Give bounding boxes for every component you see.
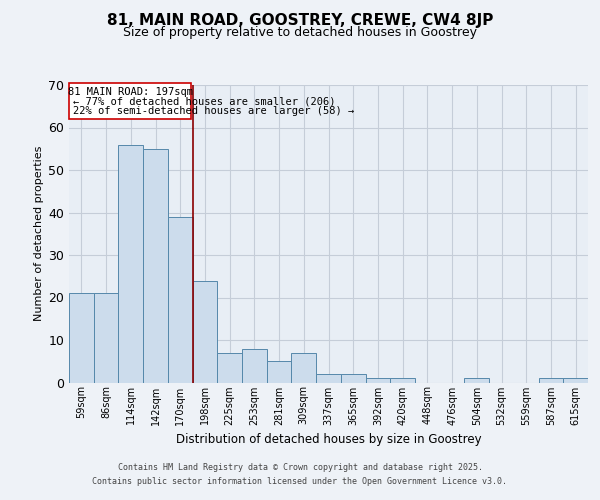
Bar (390, 378, 415, 382)
Text: ← 77% of detached houses are smaller (206): ← 77% of detached houses are smaller (20… (73, 96, 336, 106)
Bar (341, 374, 365, 382)
Bar (316, 374, 341, 382)
Text: Size of property relative to detached houses in Goostrey: Size of property relative to detached ho… (123, 26, 477, 39)
Y-axis label: Number of detached properties: Number of detached properties (34, 146, 44, 322)
Bar (143, 149, 168, 382)
Bar (365, 378, 390, 382)
FancyBboxPatch shape (70, 83, 191, 119)
Bar (242, 348, 267, 382)
Bar (118, 144, 143, 382)
X-axis label: Distribution of detached houses by size in Goostrey: Distribution of detached houses by size … (176, 433, 481, 446)
Text: 81, MAIN ROAD, GOOSTREY, CREWE, CW4 8JP: 81, MAIN ROAD, GOOSTREY, CREWE, CW4 8JP (107, 12, 493, 28)
Text: 22% of semi-detached houses are larger (58) →: 22% of semi-detached houses are larger (… (73, 106, 355, 116)
Bar (217, 353, 242, 382)
Bar (69, 293, 94, 382)
Bar (193, 280, 217, 382)
Text: 81 MAIN ROAD: 197sqm: 81 MAIN ROAD: 197sqm (68, 87, 193, 97)
Bar (94, 293, 118, 382)
Bar (168, 217, 193, 382)
Bar (563, 378, 588, 382)
Bar (464, 378, 489, 382)
Bar (292, 353, 316, 382)
Bar (539, 378, 563, 382)
Bar (267, 361, 292, 382)
Text: Contains HM Land Registry data © Crown copyright and database right 2025.: Contains HM Land Registry data © Crown c… (118, 464, 482, 472)
Text: Contains public sector information licensed under the Open Government Licence v3: Contains public sector information licen… (92, 477, 508, 486)
